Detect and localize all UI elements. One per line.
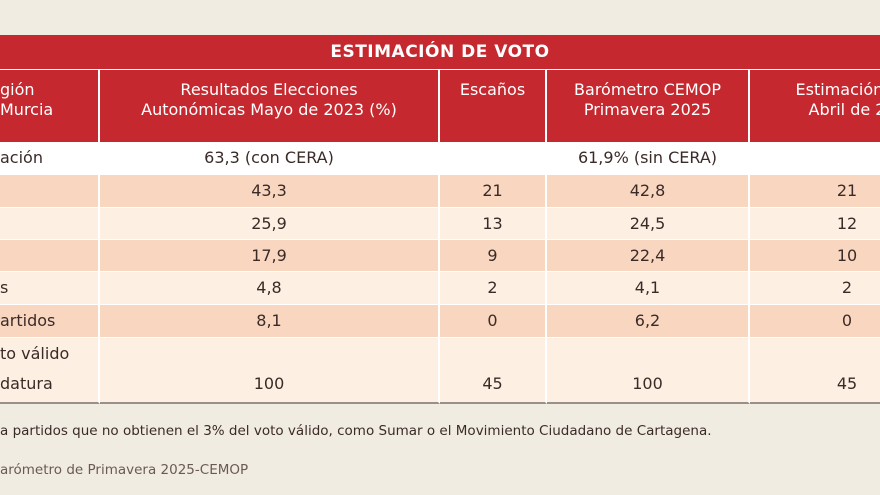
table-cell: 2	[440, 272, 547, 305]
table-cell: 24,5	[547, 208, 750, 240]
footnote: a partidos que no obtienen el 3% del vot…	[0, 423, 712, 439]
table-cell: 63,3 (con CERA)	[100, 142, 440, 175]
table-cell: 10	[750, 240, 880, 272]
cell-text: 42,8	[629, 181, 666, 200]
table-cell: 17,9	[100, 240, 440, 272]
table-cell: 4,8	[100, 272, 440, 305]
cell-text: 21	[482, 181, 503, 200]
table-cell: 2	[750, 272, 880, 305]
source: arómetro de Primavera 2025-CEMOP	[0, 462, 249, 478]
table-cell: 8,1	[100, 305, 440, 338]
cell-text: 100	[632, 374, 663, 393]
header-cell: Escaños	[440, 70, 547, 142]
header-cell: Barómetro CEMOP Primavera 2025	[547, 70, 750, 142]
table-cell: to válido datura	[0, 338, 100, 404]
cell-text: Autonómicas Mayo de 2023 (%)	[141, 100, 397, 119]
cell-text: ación	[0, 148, 43, 167]
header-cell: Resultados Elecciones Autonómicas Mayo de…	[100, 70, 440, 142]
cell-text: Primavera 2025	[583, 100, 712, 119]
table-cell: 45	[440, 338, 547, 404]
cell-text: gión	[0, 80, 35, 99]
cell-text: 100	[253, 374, 285, 393]
cell-text: 6,2	[634, 311, 661, 330]
cell-text: 4,1	[634, 278, 661, 297]
table-cell	[440, 142, 547, 175]
table-cell: artidos	[0, 305, 100, 338]
table-cell: 21	[750, 175, 880, 208]
cell-text: 4,8	[256, 278, 282, 297]
cell-text: 8,1	[256, 311, 282, 330]
table-cell: 22,4	[547, 240, 750, 272]
table-cell: 21	[440, 175, 547, 208]
table-cell: 0	[440, 305, 547, 338]
header-cell: Estimación EAbril de 2	[750, 70, 880, 142]
table-cell: 100	[547, 338, 750, 404]
table-cell: 100	[100, 338, 440, 404]
table-cell: 43,3	[100, 175, 440, 208]
table-cell	[0, 175, 100, 208]
table-cell: 6,2	[547, 305, 750, 338]
cell-text: 12	[836, 213, 858, 233]
table-cell: ación	[0, 142, 100, 175]
cell-text: Barómetro CEMOP	[574, 80, 721, 99]
cell-text: datura	[0, 374, 53, 393]
table-title: ESTIMACIÓN DE VOTO	[0, 35, 880, 71]
table-cell: 4,1	[547, 272, 750, 305]
cell-text: to válido	[0, 344, 70, 363]
table-cell: 12	[750, 208, 880, 240]
cell-text: Escaños	[459, 80, 526, 99]
cell-text: 2	[487, 278, 498, 297]
cell-text: 45	[836, 374, 858, 393]
header-cell: gión Murcia	[0, 70, 100, 142]
table-cell	[0, 208, 100, 240]
table-cell: 45	[750, 338, 880, 404]
cell-text: 17,9	[251, 245, 287, 265]
cell-text: Estimación E	[795, 80, 880, 99]
cell-text: 2	[841, 278, 853, 297]
cell-text: s	[0, 278, 9, 297]
table-cell: s	[0, 272, 100, 305]
table-cell	[0, 240, 100, 272]
cell-text: 13	[482, 213, 503, 233]
cell-text: 0	[841, 311, 853, 330]
cell-text: 25,9	[251, 213, 287, 233]
table-cell: 0	[750, 305, 880, 338]
cell-text: 0	[487, 311, 498, 330]
cell-text: 10	[836, 245, 858, 265]
cell-text: Abril de 2	[808, 100, 880, 119]
cell-text: 43,3	[251, 181, 287, 200]
table-cell: 61,9% (sin CERA)	[547, 142, 750, 175]
table-cell: 42,8	[547, 175, 750, 208]
cell-text: 22,4	[629, 245, 666, 265]
cell-text: 9	[487, 245, 498, 265]
table-cell: 13	[440, 208, 547, 240]
table-cell	[750, 142, 880, 175]
cell-text: 45	[482, 374, 503, 393]
table-cell: 9	[440, 240, 547, 272]
cell-text: 63,3 (con CERA)	[204, 148, 334, 167]
cell-text: Resultados Elecciones	[180, 80, 358, 99]
cell-text: artidos	[0, 311, 56, 330]
cell-text: 61,9% (sin CERA)	[577, 148, 718, 167]
cell-text: Murcia	[0, 100, 54, 119]
cell-text: 24,5	[629, 213, 666, 233]
table-cell: 25,9	[100, 208, 440, 240]
cell-text: 21	[836, 181, 858, 200]
